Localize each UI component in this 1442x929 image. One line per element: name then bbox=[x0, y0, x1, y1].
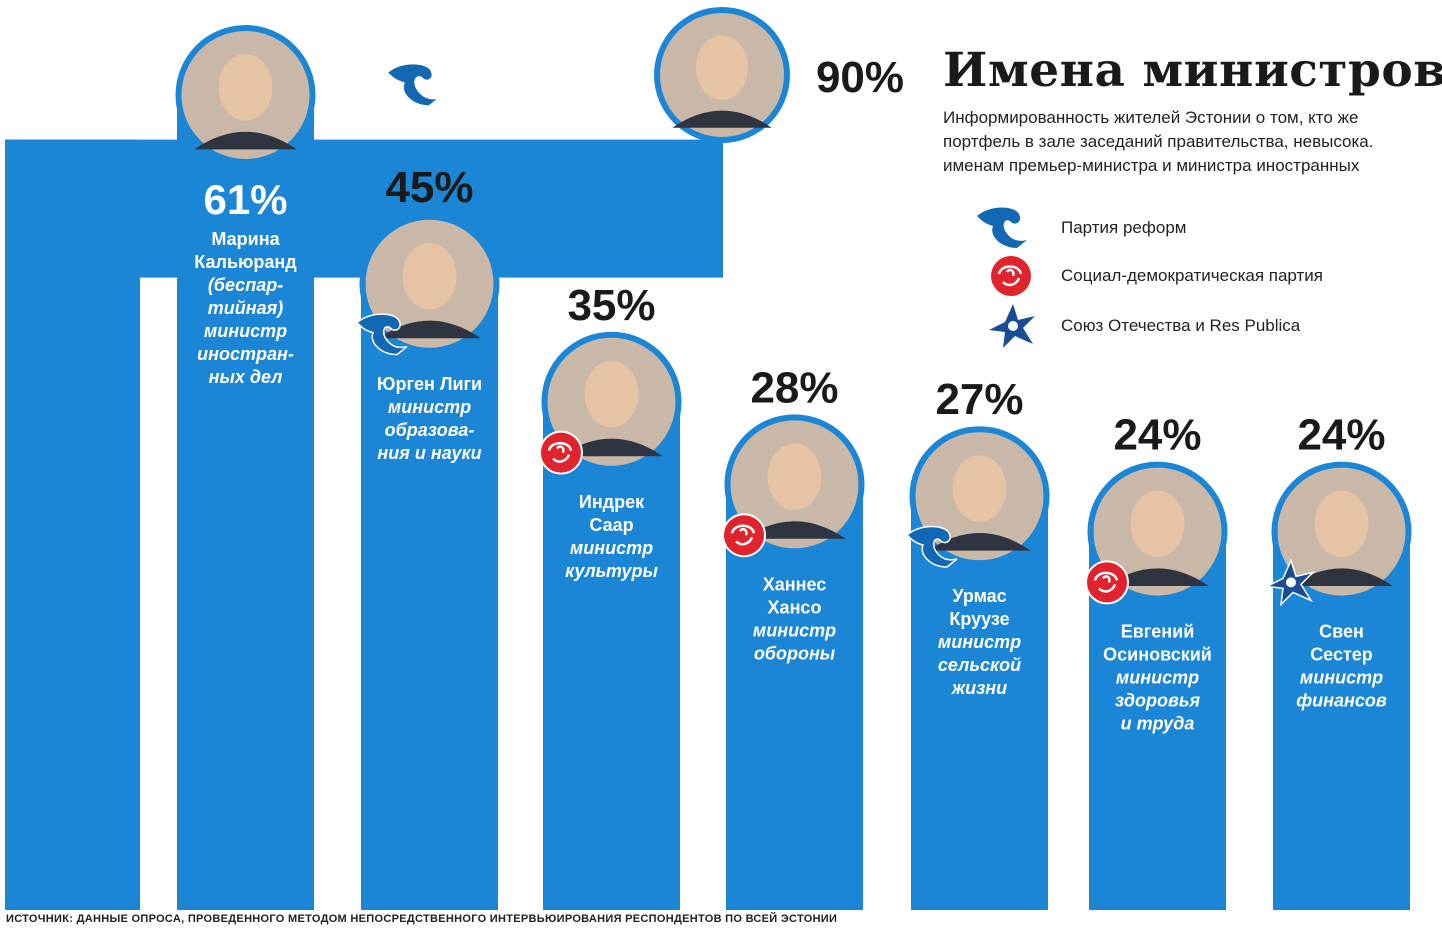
star-icon bbox=[1264, 558, 1316, 607]
bar-name: Ханнес bbox=[763, 574, 827, 594]
subtitle-line-2: портфель в зале заседаний правительства,… bbox=[943, 132, 1374, 151]
bar-90-banner bbox=[5, 139, 723, 278]
subtitle-line-3: именам премьер-министра и министра иност… bbox=[943, 156, 1360, 175]
rose-icon bbox=[991, 256, 1031, 296]
legend-label-socdem: Социал-демократическая партия bbox=[1061, 266, 1324, 285]
portrait bbox=[1271, 461, 1412, 602]
bar-role: министр bbox=[204, 321, 287, 341]
bar-name: Урмас bbox=[952, 586, 1006, 606]
bar-name: Юрген Лиги bbox=[377, 374, 482, 394]
bar-role: министр bbox=[570, 538, 653, 558]
bar-role: иностран- bbox=[197, 344, 294, 364]
value-label: 35% bbox=[567, 281, 655, 330]
subtitle-line-1: Информированность жителей Эстонии о том,… bbox=[943, 108, 1359, 127]
bar-role: образова- bbox=[385, 420, 475, 440]
bar-role: министр bbox=[753, 620, 836, 640]
page-title: Имена министров bbox=[943, 43, 1442, 98]
bar-name: Круузе bbox=[949, 609, 1009, 629]
bar-role: финансов bbox=[1296, 691, 1387, 711]
value-label: 61% bbox=[203, 176, 287, 223]
squirrel-icon bbox=[977, 207, 1027, 248]
bar-role: здоровья bbox=[1115, 691, 1201, 711]
bar-name: Саар bbox=[589, 515, 633, 535]
value-label: 24% bbox=[1113, 411, 1201, 460]
source-note: ИСТОЧНИК: ДАННЫЕ ОПРОСА, ПРОВЕДЕННОГО МЕ… bbox=[6, 913, 838, 925]
bar-role: ных дел bbox=[209, 367, 283, 387]
bar-name: Евгений bbox=[1121, 622, 1195, 642]
rose-icon bbox=[1085, 560, 1129, 605]
bar-name: Таави Рыйвас bbox=[481, 41, 601, 60]
legend-item-irl: Союз Отечества и Res Publica bbox=[975, 304, 1395, 348]
bar-role: министр bbox=[1300, 668, 1383, 688]
value-label: 27% bbox=[935, 375, 1023, 424]
bar-name: Хансо bbox=[768, 597, 822, 617]
squirrel-icon bbox=[355, 313, 408, 356]
squirrel-icon bbox=[385, 62, 441, 107]
portrait-roivas bbox=[654, 7, 790, 143]
legend-label-reform: Партия реформ bbox=[1061, 218, 1187, 237]
bar-role: жизни bbox=[951, 678, 1007, 698]
rose-icon bbox=[722, 513, 766, 558]
bar-name: Осиновский bbox=[1103, 645, 1212, 665]
bar-role: министр bbox=[388, 397, 471, 417]
legend-label-irl: Союз Отечества и Res Publica bbox=[1061, 316, 1301, 335]
bar-role: ния и науки bbox=[377, 443, 481, 463]
bar-name: Кальюранд bbox=[194, 252, 297, 272]
portrait bbox=[175, 25, 316, 165]
legend-item-socdem: Социал-демократическая партия bbox=[975, 254, 1395, 298]
bar-name: Свен bbox=[1319, 622, 1364, 642]
bar-role: министр bbox=[938, 632, 1021, 652]
bar-role: сельской bbox=[938, 655, 1021, 675]
portrait bbox=[724, 414, 865, 555]
bar-role: и труда bbox=[1121, 714, 1195, 734]
bar-name: Сестер bbox=[1310, 645, 1373, 665]
legend-item-reform: Партия реформ bbox=[975, 206, 1395, 250]
bar-role: премьер-министр bbox=[463, 63, 620, 82]
portrait bbox=[1087, 461, 1228, 602]
value-label: 24% bbox=[1297, 411, 1385, 460]
bar-role: культуры bbox=[565, 561, 658, 581]
bar-role: министр bbox=[1116, 668, 1199, 688]
portrait bbox=[541, 331, 682, 472]
bar-role: обороны bbox=[754, 643, 836, 663]
bar bbox=[543, 401, 680, 910]
subtitle: Информированность жителей Эстонии о том,… bbox=[943, 106, 1442, 178]
squirrel-icon bbox=[905, 525, 958, 568]
rose-icon bbox=[539, 430, 583, 475]
value-label: 90% bbox=[816, 53, 904, 102]
bar-name: Марина bbox=[211, 229, 280, 249]
star-icon bbox=[989, 304, 1035, 348]
bar bbox=[361, 283, 498, 910]
value-label: 28% bbox=[750, 363, 838, 412]
bar-role: (беспар- bbox=[208, 275, 283, 295]
bar-role: тийная) bbox=[208, 298, 283, 318]
bar-name: Индрек bbox=[579, 492, 645, 512]
header: Имена министров Информированность жителе… bbox=[943, 40, 1442, 178]
value-label: 45% bbox=[385, 163, 473, 212]
bar bbox=[177, 95, 314, 910]
